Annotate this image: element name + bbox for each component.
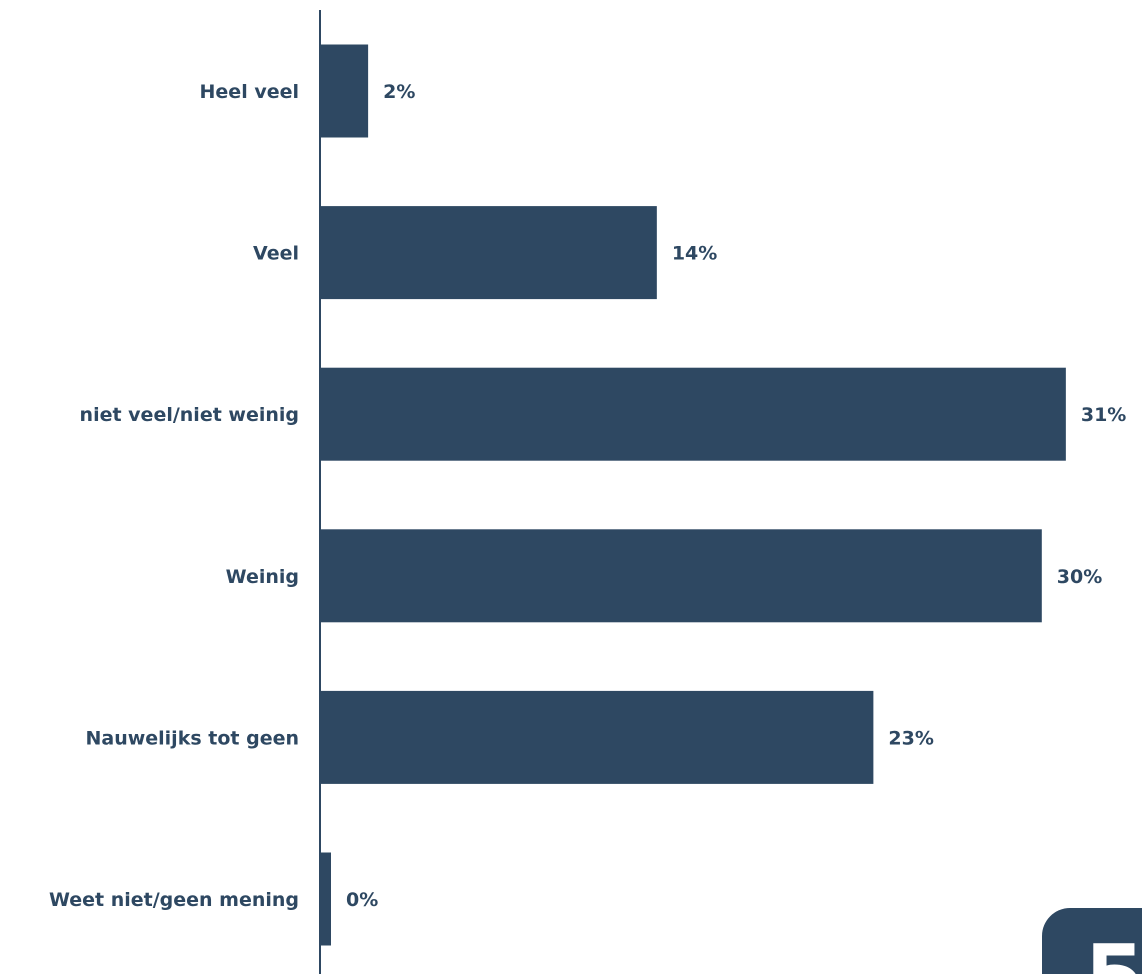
value-label: 23% <box>888 727 933 749</box>
category-label: niet veel/niet weinig <box>80 404 299 426</box>
value-label: 31% <box>1081 404 1126 426</box>
page-number: 5 <box>1084 934 1142 974</box>
bar <box>320 206 657 300</box>
bar <box>320 367 1066 461</box>
bar <box>320 44 369 138</box>
value-label: 30% <box>1057 566 1102 588</box>
bar <box>320 529 1042 623</box>
value-label: 0% <box>346 889 378 911</box>
bar <box>320 852 331 946</box>
value-label: 2% <box>383 81 415 103</box>
category-label: Weet niet/geen mening <box>49 889 299 911</box>
page-number-badge: 5 <box>1042 908 1142 974</box>
category-label: Heel veel <box>200 81 299 103</box>
category-label: Veel <box>253 243 299 265</box>
category-label: Weinig <box>226 566 299 588</box>
category-label: Nauwelijks tot geen <box>85 727 299 749</box>
value-label: 14% <box>672 243 717 265</box>
bar <box>320 690 874 784</box>
